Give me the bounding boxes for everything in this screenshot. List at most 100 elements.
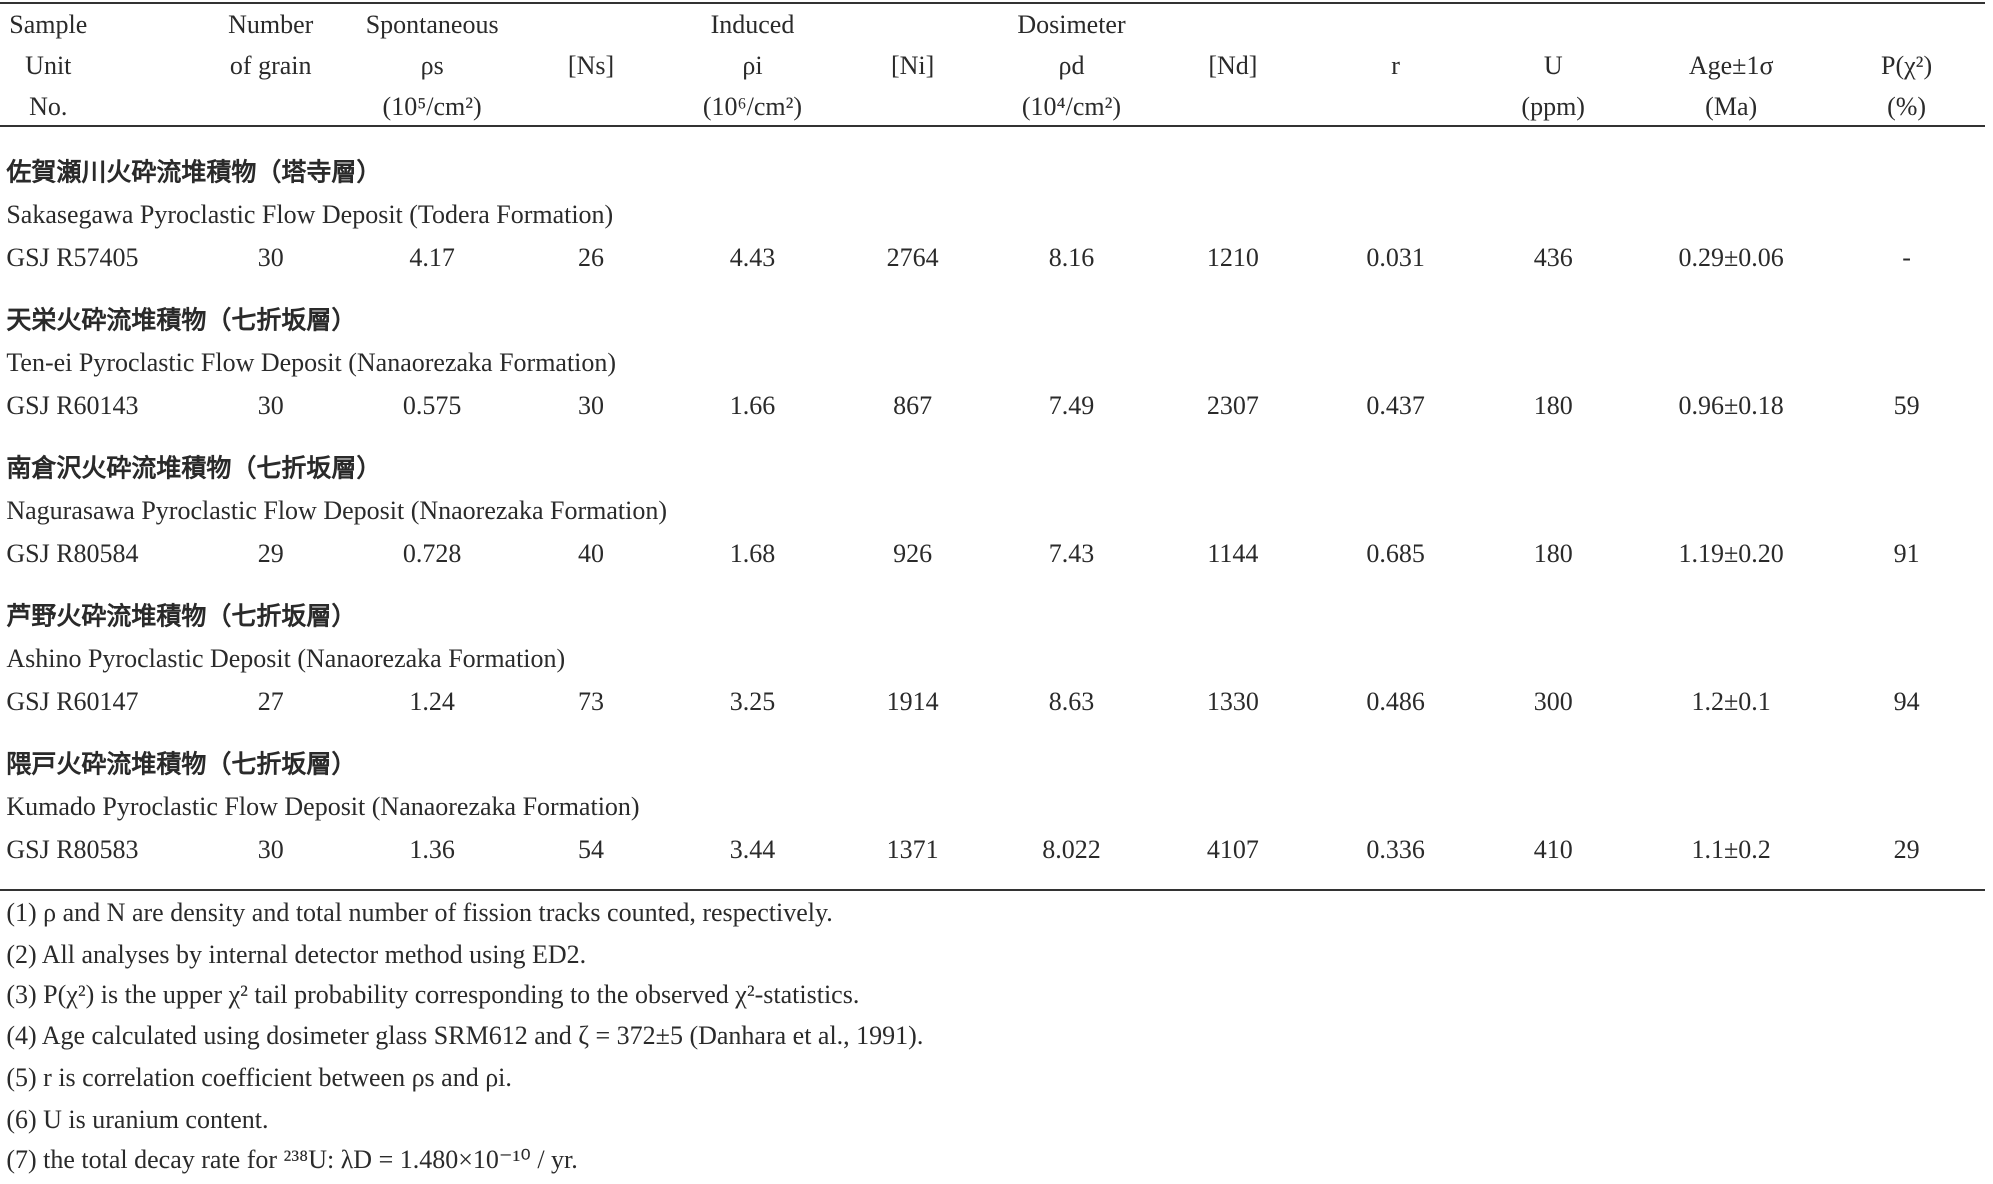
header-cell: r — [1391, 51, 1400, 81]
data-cell: 7.49 — [1048, 391, 1095, 421]
bottom-rule — [0, 889, 1985, 891]
data-cell: 4.43 — [729, 243, 776, 273]
data-cell: 410 — [1533, 835, 1573, 865]
data-cell: 2307 — [1206, 391, 1259, 421]
data-cell: 40 — [578, 539, 605, 569]
data-cell: 926 — [893, 539, 933, 569]
data-cell: 1330 — [1206, 687, 1259, 717]
header-cell: (ppm) — [1521, 91, 1585, 121]
header-cell: Number — [228, 10, 314, 40]
data-cell: 0.575 — [402, 391, 462, 421]
header-cell: No. — [29, 91, 68, 121]
data-cell: 1.19±0.20 — [1678, 539, 1784, 569]
data-cell: 1144 — [1207, 539, 1259, 569]
footnote: (6) U is uranium content. — [6, 1104, 269, 1134]
header-cell: Induced — [710, 10, 795, 40]
data-cell: 59 — [1893, 391, 1920, 421]
sample-id: GSJ R80583 — [6, 835, 139, 865]
header-rule — [0, 125, 1985, 127]
data-cell: 0.486 — [1366, 687, 1425, 717]
header-cell: U — [1543, 51, 1563, 81]
group-title-en: Sakasegawa Pyroclastic Flow Deposit (Tod… — [6, 199, 614, 229]
data-cell: 1.1±0.2 — [1691, 835, 1771, 865]
header-cell: (10⁵/cm²) — [382, 91, 482, 121]
header-cell: P(χ²) — [1881, 51, 1933, 81]
group-title-ja: 隈戸火砕流堆積物（七折坂層） — [6, 749, 357, 779]
data-cell: 0.031 — [1366, 243, 1425, 273]
data-cell: 30 — [578, 391, 605, 421]
data-cell: 30 — [257, 391, 284, 421]
header-cell: Spontaneous — [365, 10, 499, 40]
data-cell: 436 — [1533, 243, 1573, 273]
header-cell: ρd — [1058, 51, 1085, 81]
data-cell: 30 — [257, 243, 284, 273]
data-cell: 3.25 — [729, 687, 776, 717]
data-cell: 54 — [578, 835, 605, 865]
data-cell: - — [1902, 243, 1911, 273]
data-cell: 4107 — [1206, 835, 1259, 865]
data-cell: 1.68 — [729, 539, 776, 569]
data-cell: 94 — [1893, 687, 1920, 717]
group-title-en: Kumado Pyroclastic Flow Deposit (Nanaore… — [6, 792, 640, 822]
data-cell: 30 — [257, 835, 284, 865]
group-title-ja: 南倉沢火砕流堆積物（七折坂層） — [6, 453, 382, 483]
group-title-en: Ashino Pyroclastic Deposit (Nanaorezaka … — [6, 644, 566, 674]
footnote: (7) the total decay rate for ²³⁸U: λD = … — [6, 1145, 578, 1175]
header-cell: (10⁴/cm²) — [1021, 91, 1122, 121]
header-cell: Sample — [9, 10, 88, 40]
data-cell: 0.336 — [1366, 835, 1425, 865]
header-cell: ρs — [420, 51, 444, 81]
footnote: (5) r is correlation coefficient between… — [6, 1062, 512, 1092]
data-cell: 1.24 — [409, 687, 455, 717]
data-cell: 180 — [1533, 391, 1573, 421]
data-cell: 1.2±0.1 — [1691, 687, 1771, 717]
data-cell: 1.66 — [729, 391, 776, 421]
data-cell: 1371 — [886, 835, 939, 865]
sample-id: GSJ R57405 — [6, 243, 139, 273]
group-title-ja: 芦野火砕流堆積物（七折坂層） — [6, 601, 357, 631]
data-cell: 8.63 — [1048, 687, 1095, 717]
header-cell: (%) — [1887, 91, 1927, 121]
header-cell: (Ma) — [1705, 91, 1758, 121]
data-cell: 8.022 — [1042, 835, 1101, 865]
data-cell: 73 — [578, 687, 605, 717]
header-cell: [Nd] — [1208, 51, 1258, 81]
header-cell: ρi — [742, 51, 763, 81]
group-title-ja: 佐賀瀬川火砕流堆積物（塔寺層） — [6, 157, 382, 187]
sample-id: GSJ R60147 — [6, 687, 139, 717]
data-cell: 0.685 — [1366, 539, 1425, 569]
footnote: (2) All analyses by internal detector me… — [6, 939, 587, 969]
data-cell: 26 — [578, 243, 605, 273]
data-cell: 7.43 — [1048, 539, 1095, 569]
footnote: (4) Age calculated using dosimeter glass… — [6, 1020, 924, 1050]
header-cell: [Ns] — [567, 51, 615, 81]
data-cell: 29 — [257, 539, 284, 569]
data-cell: 91 — [1893, 539, 1920, 569]
sample-id: GSJ R60143 — [6, 391, 139, 421]
header-cell: [Ni] — [890, 51, 935, 81]
header-cell: (10⁶/cm²) — [702, 91, 803, 121]
footnote: (1) ρ and N are density and total number… — [6, 897, 833, 927]
data-cell: 0.29±0.06 — [1678, 243, 1784, 273]
header-cell: of grain — [229, 51, 312, 81]
data-cell: 300 — [1533, 687, 1573, 717]
header-cell: Unit — [25, 51, 72, 81]
sample-id: GSJ R80584 — [6, 539, 139, 569]
data-cell: 29 — [1893, 835, 1920, 865]
data-cell: 180 — [1533, 539, 1573, 569]
data-cell: 8.16 — [1048, 243, 1095, 273]
data-cell: 3.44 — [729, 835, 776, 865]
data-cell: 27 — [257, 687, 284, 717]
data-cell: 0.96±0.18 — [1678, 391, 1784, 421]
data-cell: 4.17 — [409, 243, 455, 273]
data-cell: 0.437 — [1366, 391, 1425, 421]
data-cell: 0.728 — [402, 539, 462, 569]
footnote: (3) P(χ²) is the upper χ² tail probabili… — [6, 980, 860, 1010]
header-cell: Age±1σ — [1688, 51, 1774, 81]
data-cell: 1210 — [1206, 243, 1259, 273]
group-title-ja: 天栄火砕流堆積物（七折坂層） — [6, 305, 357, 335]
top-rule — [0, 2, 1985, 4]
group-title-en: Ten-ei Pyroclastic Flow Deposit (Nanaore… — [6, 347, 617, 377]
data-cell: 1914 — [886, 687, 939, 717]
